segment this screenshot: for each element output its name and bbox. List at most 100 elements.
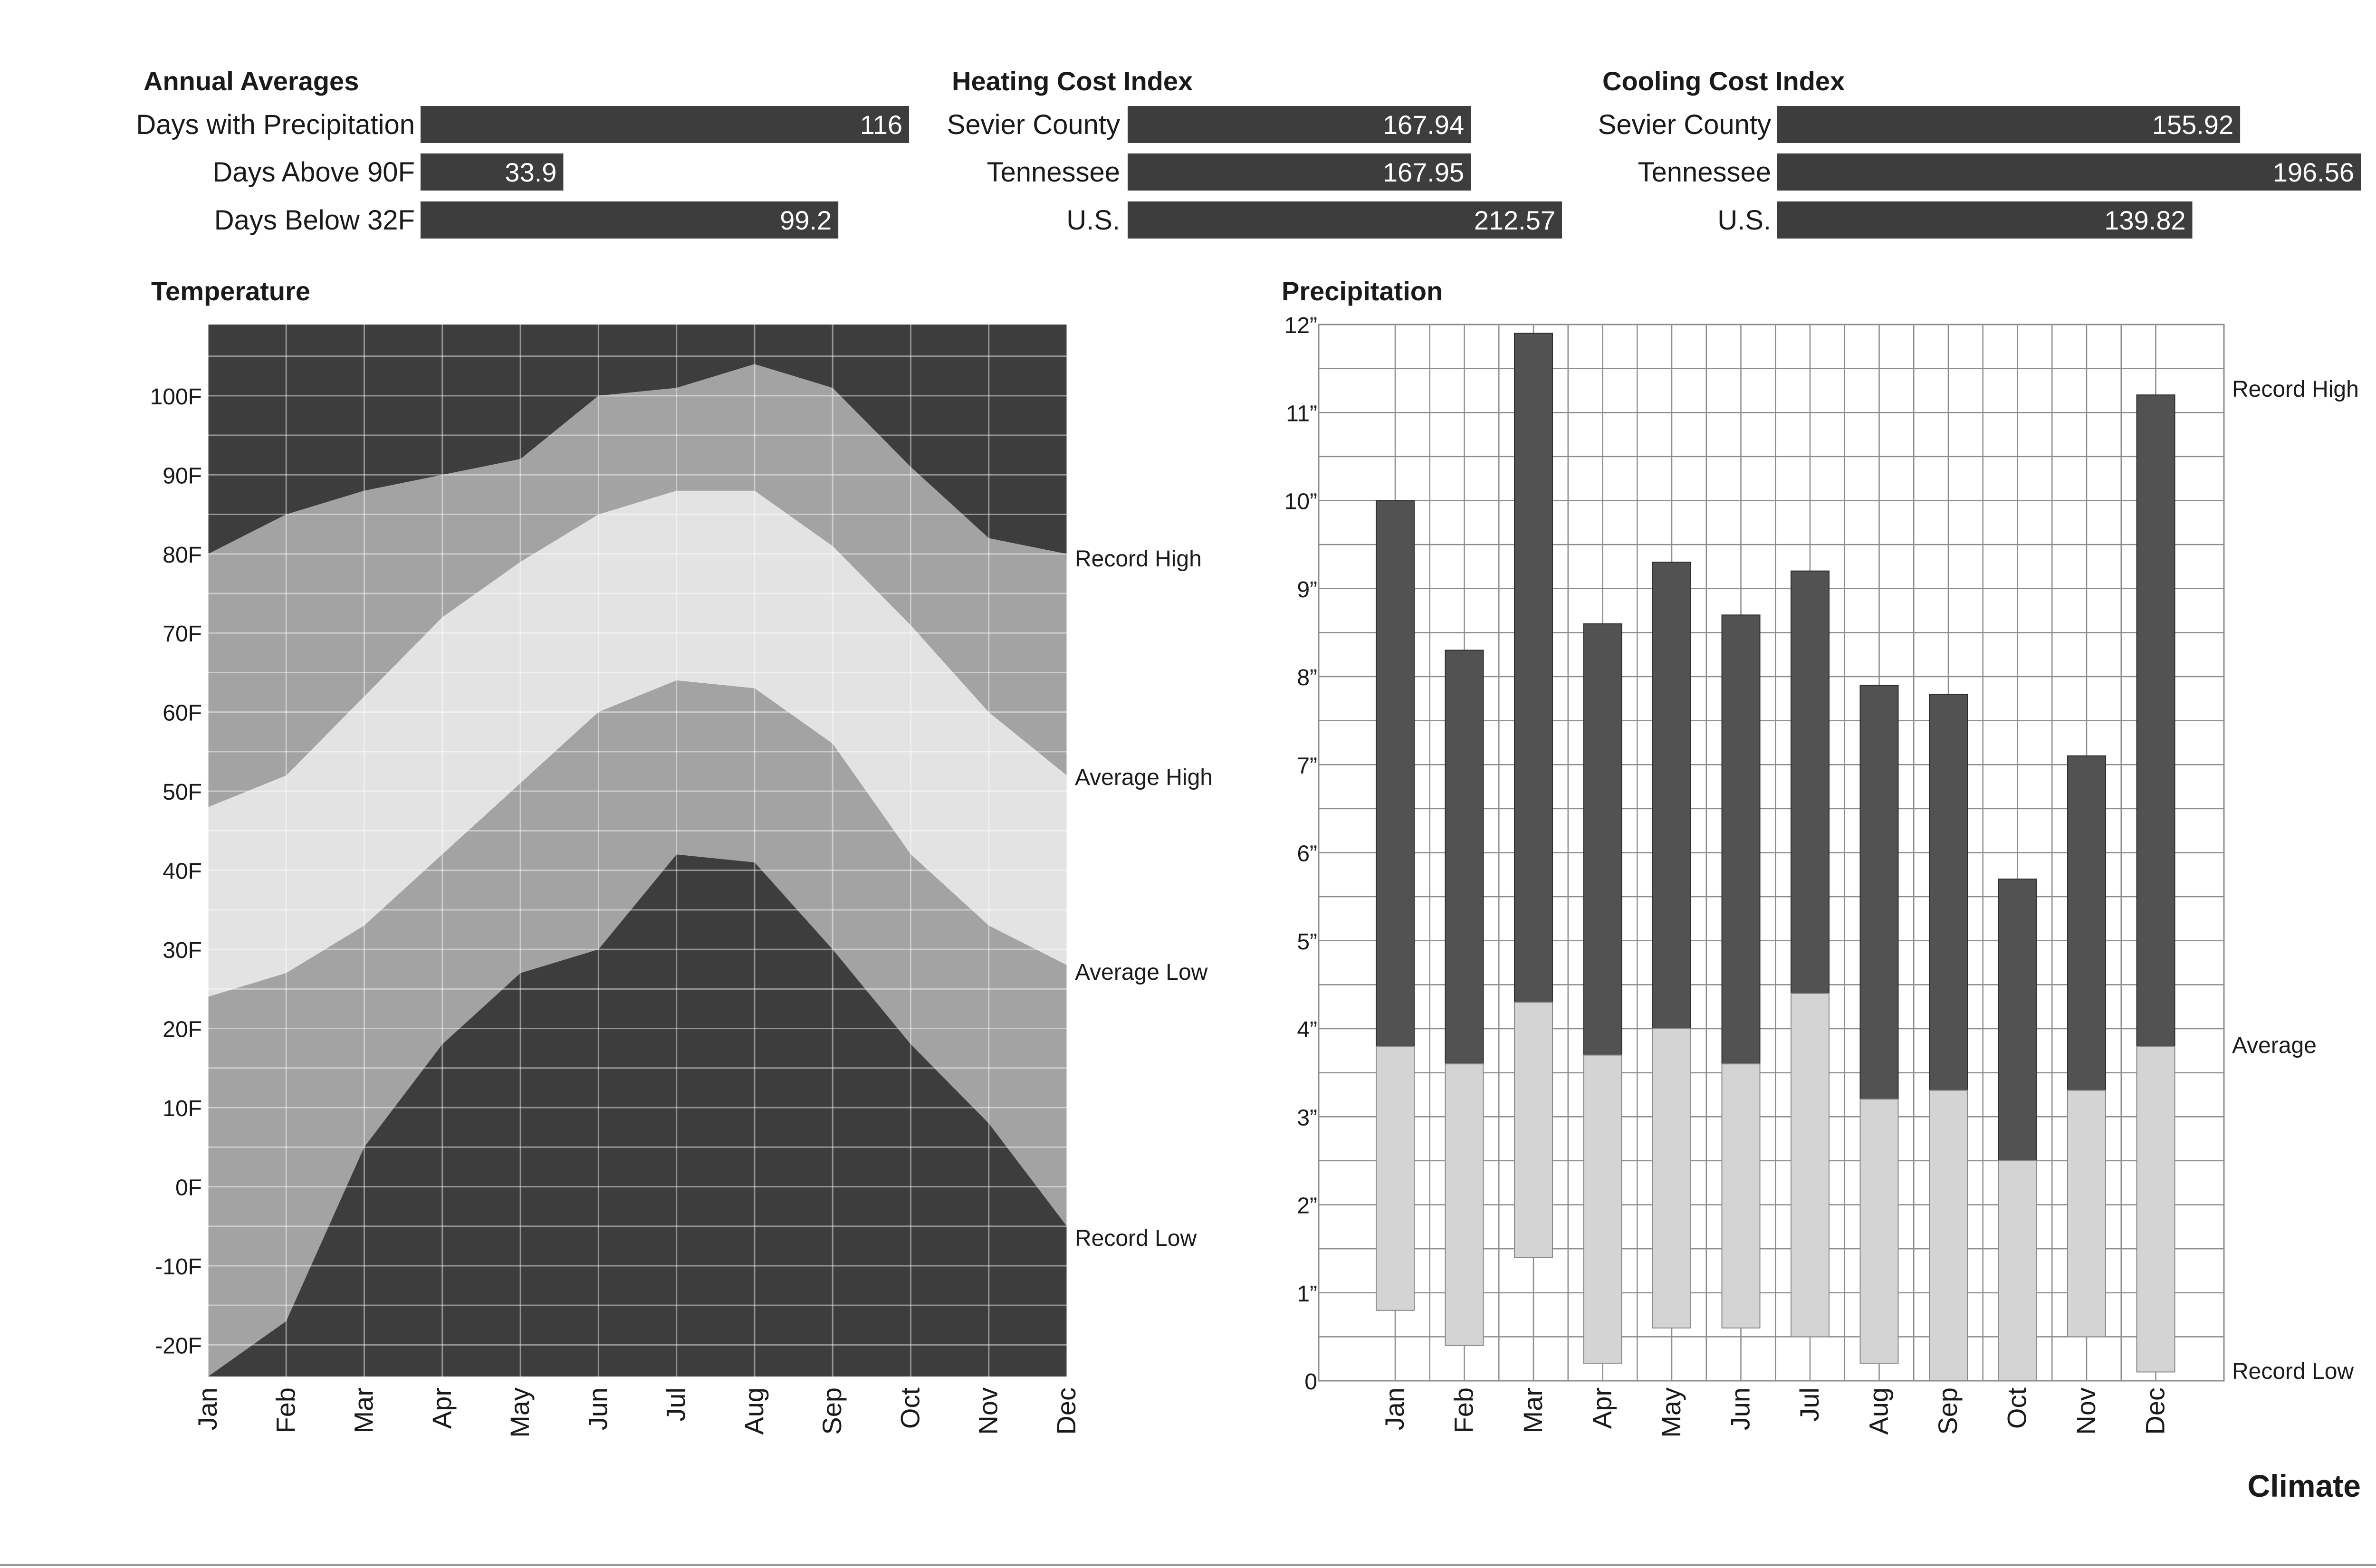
temp-legend-label: Record Low	[1075, 1226, 1197, 1251]
temp-y-tick-label: -20F	[155, 1333, 202, 1358]
bar-category-label: Tennessee	[987, 157, 1120, 188]
precip-average-bar	[1721, 1063, 1761, 1329]
precip-average-bar	[1929, 1090, 1968, 1382]
precip-y-tick-label: 1”	[1297, 1281, 1317, 1307]
precip-y-tick-label: 11”	[1286, 401, 1317, 426]
temp-legend-label: Record High	[1075, 546, 1202, 572]
precip-average-bar	[1998, 1160, 2037, 1381]
precip-record-high-bar	[1514, 333, 1553, 1003]
precip-average-bar	[1514, 1002, 1553, 1258]
temp-x-tick-label: Apr	[427, 1387, 457, 1429]
precip-average-bar	[1376, 1046, 1415, 1311]
precip-x-tick-label: May	[1656, 1387, 1686, 1438]
average-band	[208, 490, 1067, 997]
precip-x-tick-label: Nov	[2071, 1387, 2101, 1435]
precipitation-x-axis: Jan Feb Mar Apr May Jun Jul Aug Sep Oct Nov Dec	[1380, 1387, 2170, 1438]
bar-2-1	[1777, 153, 2361, 191]
page-title: Climate	[2248, 1468, 2361, 1503]
heating-cost-chart: Sevier County 167.94 Tennessee 167.95 U.S. 21…	[947, 106, 1562, 239]
bar-0-0	[421, 106, 909, 143]
precip-y-tick-label: 2”	[1297, 1194, 1317, 1219]
precipitation-y-axis: 0 1” 2” 3” 4” 5” 6” 7” 8” 9” 10” 11” 12”	[1284, 313, 1317, 1395]
bar-category-label: Days with Precipitation	[136, 109, 415, 140]
precipitation-title: Precipitation	[1282, 276, 1443, 306]
temperature-legend: Record High Average High Average Low Record…	[1075, 546, 1213, 1251]
bar-value-label: 155.92	[2152, 110, 2233, 140]
temp-y-tick-label: 40F	[163, 859, 202, 884]
bar-2-0	[1777, 106, 2241, 143]
precip-x-tick-label: Dec	[2140, 1387, 2170, 1435]
temp-x-tick-label: Jul	[661, 1387, 691, 1422]
temp-y-tick-label: 50F	[163, 780, 202, 805]
cooling-cost-title: Cooling Cost Index	[1602, 66, 1845, 96]
bar-0-1	[421, 153, 564, 191]
precip-y-tick-label: 7”	[1297, 753, 1317, 778]
precip-x-tick-label: Jul	[1794, 1387, 1824, 1422]
bar-category-label: Tennessee	[1638, 157, 1771, 188]
temperature-title: Temperature	[151, 276, 310, 306]
precip-record-high-bar	[1583, 623, 1622, 1056]
bar-value-label: 116	[860, 110, 902, 140]
bar-1-0	[1128, 106, 1471, 143]
temperature-y-axis: -20F -10F 0F 10F 20F 30F 40F 50F 60F 70F 80F 90F 100…	[150, 384, 202, 1359]
precip-y-tick-label: 5”	[1297, 929, 1317, 955]
temp-x-tick-label: May	[505, 1387, 535, 1438]
temp-y-tick-label: 70F	[163, 621, 202, 647]
precip-record-high-bar	[2136, 394, 2175, 1047]
precip-x-tick-label: Mar	[1518, 1387, 1548, 1433]
temp-x-tick-label: Oct	[895, 1387, 925, 1429]
temperature-x-axis: Jan Feb Mar Apr May Jun Jul Aug Sep Oct Nov Dec	[192, 1387, 1081, 1438]
temp-y-tick-label: -10F	[155, 1254, 202, 1280]
temp-y-tick-label: 20F	[163, 1017, 202, 1042]
annual-averages-chart: Days with Precipitation 116 Days Above 90F…	[136, 106, 909, 239]
bar-category-label: U.S.	[1717, 205, 1771, 236]
temp-x-tick-label: Feb	[270, 1387, 300, 1434]
precip-y-tick-label: 6”	[1297, 841, 1317, 867]
precip-average-bar	[1791, 993, 1830, 1338]
bar-0-2	[421, 201, 839, 239]
precip-average-bar	[1445, 1063, 1484, 1346]
precip-x-tick-label: Jan	[1380, 1387, 1409, 1430]
precip-record-high-bar	[1376, 500, 1415, 1047]
bar-category-label: U.S.	[1066, 205, 1120, 236]
temp-y-tick-label: 10F	[163, 1096, 202, 1121]
precip-y-tick-label: 0	[1304, 1369, 1317, 1395]
precip-y-tick-label: 12”	[1284, 313, 1317, 338]
temp-legend-label: Average Low	[1075, 960, 1208, 985]
record-low-band	[208, 680, 1067, 1377]
record-high-band	[208, 364, 1067, 807]
temperature-chart: -20F -10F 0F 10F 20F 30F 40F 50F 60F 70F 80F 90F 100…	[150, 325, 1213, 1438]
precip-y-tick-label: 9”	[1297, 577, 1317, 602]
temp-y-tick-label: 100F	[150, 384, 202, 410]
precip-record-high-bar	[1652, 562, 1691, 1030]
precip-y-tick-label: 3”	[1297, 1105, 1317, 1130]
temp-x-tick-label: Aug	[739, 1387, 769, 1435]
bar-1-1	[1128, 153, 1471, 191]
precip-average-bar	[1859, 1099, 1899, 1364]
precip-x-tick-label: Feb	[1449, 1387, 1479, 1434]
temp-x-tick-label: Dec	[1051, 1387, 1081, 1435]
temp-y-tick-label: 30F	[163, 938, 202, 963]
precip-y-tick-label: 8”	[1297, 665, 1317, 690]
precip-record-high-bar	[1998, 879, 2037, 1161]
bar-value-label: 33.9	[505, 157, 556, 187]
temp-x-tick-label: Mar	[349, 1387, 379, 1433]
bar-value-label: 167.95	[1383, 157, 1464, 187]
heating-cost-title: Heating Cost Index	[952, 66, 1193, 96]
precip-x-tick-label: Jun	[1725, 1387, 1755, 1430]
bar-category-label: Days Below 32F	[214, 205, 415, 236]
precip-record-high-bar	[1721, 614, 1761, 1065]
precip-record-high-bar	[2067, 755, 2106, 1091]
temp-y-tick-label: 60F	[163, 701, 202, 726]
precipitation-bars	[1376, 333, 2175, 1382]
bar-category-label: Days Above 90F	[212, 157, 415, 188]
temp-y-tick-label: 0F	[175, 1175, 202, 1200]
bar-value-label: 196.56	[2273, 157, 2354, 187]
precipitation-chart: 0 1” 2” 3” 4” 5” 6” 7” 8” 9” 10” 11” 12” Jan Feb Mar Ap…	[1284, 313, 2359, 1438]
bar-value-label: 212.57	[1474, 205, 1555, 235]
precipitation-legend: Record High Average Record Low	[2232, 377, 2359, 1384]
precip-record-high-bar	[1859, 685, 1899, 1100]
temp-y-tick-label: 80F	[163, 543, 202, 568]
bar-value-label: 99.2	[780, 205, 832, 235]
